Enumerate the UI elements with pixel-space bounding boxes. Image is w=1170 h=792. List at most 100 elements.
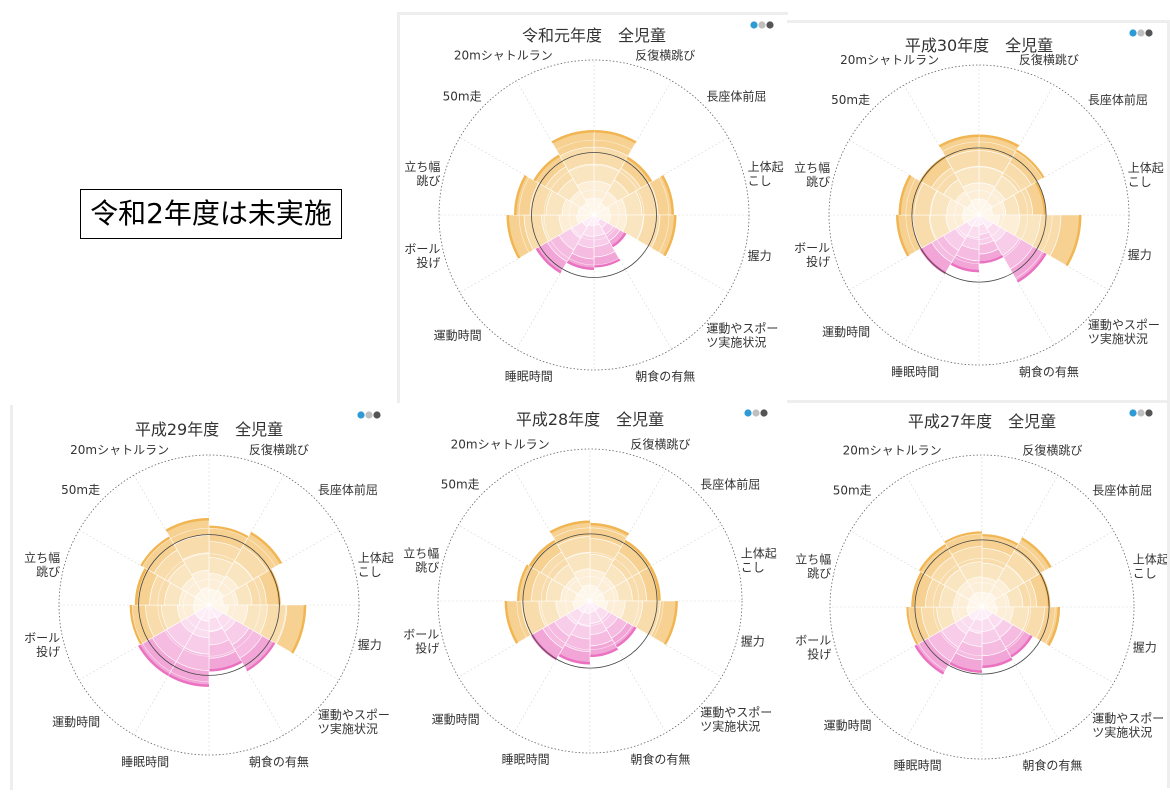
bar-rim	[549, 520, 590, 534]
axis-label: 運動時間	[822, 325, 870, 339]
chart-panel-h27: 平成27年度 全児童 反復横跳び 長座体前屈 上体起こし 握力 運動やスポーツ実施状況 朝食…	[787, 400, 1170, 788]
chart-title: 平成27年度 全児童	[908, 412, 1056, 431]
bar-rim	[949, 661, 982, 673]
note-not-conducted: 令和2年度は未実施	[80, 189, 342, 239]
axis-label: 運動時間	[432, 712, 480, 726]
axis-label: 睡眠時間	[505, 370, 553, 384]
axis-label: 立ち幅跳び	[795, 552, 831, 581]
polar-chart: 平成30年度 全児童反復横跳び長座体前屈上体起こし握力運動やスポーツ実施状況朝食…	[794, 29, 1164, 379]
axis-label: ボール投げ	[24, 631, 60, 659]
axis-label: 上体起こし	[741, 547, 777, 575]
bar-rim	[938, 134, 979, 148]
bar-ボール投げ	[895, 214, 981, 257]
bar-rim	[1016, 252, 1047, 283]
ring-gridline	[543, 164, 645, 266]
legend-dot	[758, 21, 766, 29]
ring-gridline	[131, 527, 287, 683]
axis-label: ボール投げ	[404, 242, 440, 270]
reference-circle	[522, 533, 658, 669]
ring-gridline	[957, 582, 1007, 632]
bar-握力	[977, 214, 1082, 267]
bar-rim	[590, 522, 630, 536]
axis-label: 朝食の有無	[635, 369, 695, 384]
bar-反復横跳び	[589, 522, 630, 603]
bar-rim	[1021, 537, 1052, 568]
bar-rim	[950, 262, 979, 273]
legend-dot	[1129, 409, 1137, 417]
bar-rim	[291, 605, 307, 654]
axis-label: 20mシャトルラン	[451, 437, 550, 451]
axis-label: 上体起こし	[1133, 553, 1167, 581]
bar-rim	[594, 258, 621, 268]
bar-rim	[919, 247, 947, 275]
legend-dots	[744, 409, 768, 417]
bar-朝食の有無	[589, 599, 619, 658]
chart-title: 平成29年度 全児童	[135, 420, 283, 439]
ring-gridline	[954, 190, 1004, 240]
outer-circle	[438, 59, 750, 371]
bar-立ち幅跳び	[513, 174, 596, 216]
axis-label: 長座体前屈	[700, 477, 760, 492]
bar-rim	[249, 531, 283, 565]
axis-label: 反復横跳び	[1022, 442, 1082, 457]
bar-rim	[982, 657, 1013, 668]
bar-rim	[661, 175, 674, 215]
chart-panel-h29: 平成29年度 全児童 反復横跳び 長座体前屈 上体起こし 握力 運動やスポーツ実施状況 朝食…	[10, 405, 395, 790]
bar-rim	[896, 215, 910, 257]
axis-label: 20mシャトルラン	[454, 48, 553, 62]
ring-gridline	[183, 579, 235, 631]
legend-dots	[750, 21, 774, 29]
bar-運動時間	[535, 214, 595, 274]
axis-label: 握力	[1128, 247, 1152, 262]
bar-朝食の有無	[208, 603, 243, 672]
bar-rim	[530, 633, 558, 661]
axis-label: 長座体前屈	[706, 89, 766, 104]
bar-rim	[535, 247, 562, 274]
bar-ボール投げ	[906, 606, 984, 646]
ring-gridline	[568, 189, 620, 241]
axis-label: 反復横跳び	[630, 436, 690, 451]
axis-label: 50m走	[831, 93, 870, 107]
axis-label: 20mシャトルラン	[843, 443, 942, 457]
bar-上体起こし	[207, 568, 281, 606]
bar-運動やスポーツ実施状況	[978, 214, 1048, 284]
axis-label: 朝食の有無	[1019, 364, 1079, 379]
bar-rim	[209, 525, 249, 539]
axis-label: 50m走	[61, 483, 100, 497]
chart-panel-r1: 令和元年度 全児童 反復横跳び 長座体前屈 上体起こし 握力 運動やスポーツ実施状況 朝食の…	[397, 12, 788, 410]
axis-label: 長座体前屈	[1088, 92, 1148, 107]
bar-rim	[914, 644, 945, 675]
bar-rim	[611, 232, 627, 248]
ring-gridline	[516, 527, 664, 675]
bar-rim	[514, 175, 527, 215]
bar-rim	[663, 601, 678, 645]
bar-rim	[134, 567, 147, 605]
axis-label: 反復横跳び	[635, 47, 695, 62]
axis-label: 反復横跳び	[1019, 52, 1079, 67]
bar-50m走	[528, 539, 591, 602]
bar-反復横跳び	[978, 134, 1020, 217]
bar-立ち幅跳び	[516, 563, 592, 602]
bar-rim	[1039, 572, 1051, 607]
bar-朝食の有無	[978, 213, 1004, 265]
chart-title: 令和元年度 全児童	[522, 26, 666, 45]
axis-label: 睡眠時間	[121, 755, 169, 769]
axis-label: 20mシャトルラン	[70, 443, 169, 457]
axis-label: 反復横跳び	[249, 442, 309, 457]
bar-rim	[209, 660, 243, 672]
axis-label: 50m走	[833, 484, 872, 498]
axis-label: 上体起こし	[748, 160, 784, 188]
bar-ボール投げ	[506, 214, 596, 260]
axis-label: 立ち幅跳び	[403, 546, 439, 575]
bar-握力	[980, 606, 1061, 647]
polar-chart: 平成29年度 全児童反復横跳び長座体前屈上体起こし握力運動やスポーツ実施状況朝食…	[24, 411, 394, 769]
bar-立ち幅跳び	[134, 567, 211, 606]
bar-rim	[268, 569, 281, 605]
bar-睡眠時間	[949, 213, 980, 273]
legend-dot	[744, 409, 752, 417]
axis-label: 50m走	[443, 90, 482, 104]
bar-rim	[594, 130, 637, 144]
bar-rim	[168, 673, 209, 687]
bar-50m走	[139, 535, 210, 606]
reference-circle	[911, 147, 1047, 283]
